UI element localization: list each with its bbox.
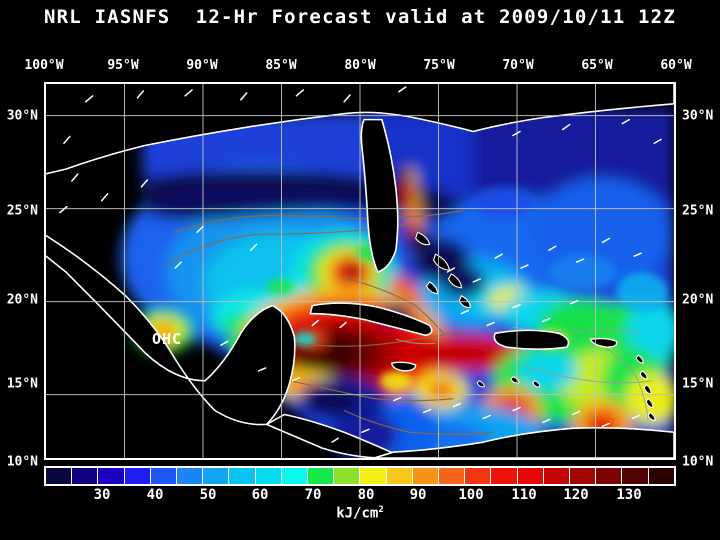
colorbar-tick: 70 bbox=[304, 487, 322, 503]
field-label-ohc: OHC bbox=[152, 330, 183, 348]
colorbar-swatch bbox=[72, 468, 99, 484]
lon-tick-label: 80°W bbox=[344, 58, 376, 73]
colorbar-swatch bbox=[203, 468, 230, 484]
lon-tick-label: 85°W bbox=[265, 58, 297, 73]
lon-tick-label: 100°W bbox=[24, 58, 64, 73]
lat-tick-label-right: 30°N bbox=[682, 108, 714, 124]
colorbar-swatch bbox=[622, 468, 649, 484]
colorbar-units: kJ/cm2 bbox=[0, 505, 720, 522]
colorbar-swatch bbox=[334, 468, 361, 484]
current-vector-arrows bbox=[59, 86, 662, 443]
lon-tick-label: 75°W bbox=[423, 58, 455, 73]
lon-tick-label: 95°W bbox=[107, 58, 139, 73]
colorbar-swatch bbox=[648, 468, 674, 484]
lat-tick-label-left: 20°N bbox=[6, 292, 38, 308]
colorbar-swatch bbox=[255, 468, 282, 484]
lon-tick-label: 65°W bbox=[581, 58, 613, 73]
ohc-field-svg bbox=[46, 84, 674, 458]
colorbar-swatch bbox=[177, 468, 204, 484]
colorbar-tick: 100 bbox=[458, 487, 484, 503]
colorbar-tick: 110 bbox=[511, 487, 537, 503]
colorbar-swatch bbox=[465, 468, 492, 484]
colorbar-swatch bbox=[570, 468, 597, 484]
colorbar-swatch bbox=[439, 468, 466, 484]
lon-tick-label: 90°W bbox=[186, 58, 218, 73]
colorbar[interactable] bbox=[44, 466, 676, 486]
colorbar-swatch bbox=[517, 468, 544, 484]
lon-tick-label: 60°W bbox=[660, 58, 692, 73]
colorbar-swatch bbox=[596, 468, 623, 484]
colorbar-swatch bbox=[386, 468, 413, 484]
colorbar-swatch bbox=[229, 468, 256, 484]
colorbar-swatch bbox=[308, 468, 335, 484]
colorbar-tick: 120 bbox=[563, 487, 589, 503]
lat-tick-label-left: 15°N bbox=[6, 376, 38, 392]
colorbar-swatch bbox=[491, 468, 518, 484]
colorbar-tick: 30 bbox=[93, 487, 111, 503]
map-gridlines bbox=[46, 84, 674, 458]
colorbar-tick: 50 bbox=[199, 487, 217, 503]
shelf-contours bbox=[395, 326, 653, 421]
colorbar-tick: 60 bbox=[251, 487, 269, 503]
colorbar-swatch bbox=[360, 468, 387, 484]
colorbar-swatch bbox=[46, 468, 73, 484]
colorbar-tick-labels: 30 40 50 60 70 80 90 100 110 120 130 bbox=[44, 487, 676, 505]
lat-tick-label-right: 10°N bbox=[682, 454, 714, 470]
lat-tick-label-right: 25°N bbox=[682, 203, 714, 219]
units-text: kJ/cm bbox=[336, 505, 379, 522]
lat-tick-label-right: 20°N bbox=[682, 292, 714, 308]
colorbar-swatch bbox=[150, 468, 178, 484]
colorbar-swatch bbox=[412, 468, 440, 484]
colorbar-swatch bbox=[543, 468, 571, 484]
colorbar-tick: 80 bbox=[357, 487, 375, 503]
colorbar-swatch bbox=[98, 468, 125, 484]
map-frame[interactable]: OHC bbox=[44, 82, 676, 460]
lon-tick-label: 70°W bbox=[502, 58, 534, 73]
page-title: NRL IASNFS 12-Hr Forecast valid at 2009/… bbox=[44, 6, 676, 28]
colorbar-swatch bbox=[281, 468, 309, 484]
lat-tick-label-left: 10°N bbox=[6, 454, 38, 470]
colorbar-tick: 130 bbox=[616, 487, 642, 503]
colorbar-tick: 90 bbox=[409, 487, 427, 503]
colorbar-tick: 40 bbox=[146, 487, 164, 503]
lat-tick-label-right: 15°N bbox=[682, 376, 714, 392]
map-canvas bbox=[46, 84, 674, 458]
colorbar-swatch bbox=[124, 468, 151, 484]
lat-tick-label-left: 30°N bbox=[6, 108, 38, 124]
longitude-axis: 100°W 95°W 90°W 85°W 80°W 75°W 70°W 65°W… bbox=[0, 58, 720, 76]
units-exponent: 2 bbox=[378, 505, 384, 515]
lat-tick-label-left: 25°N bbox=[6, 203, 38, 219]
